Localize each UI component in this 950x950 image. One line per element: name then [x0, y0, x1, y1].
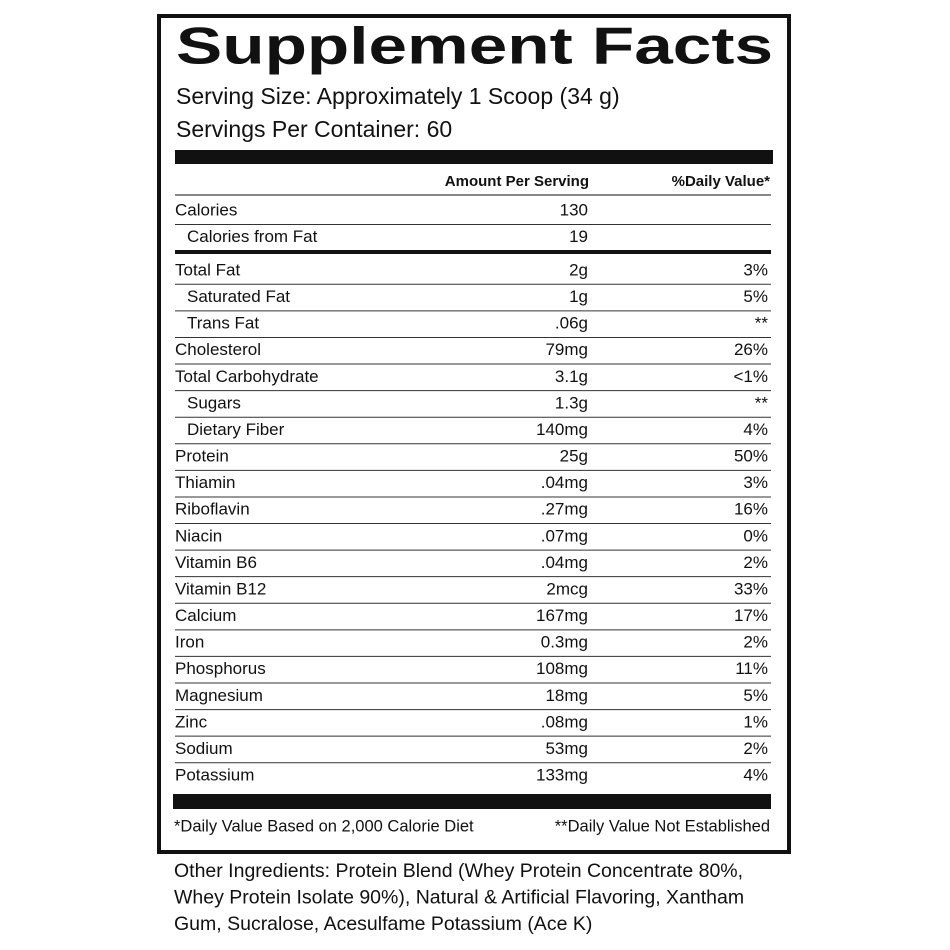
thick-bar	[173, 794, 771, 809]
title: Supplement Facts	[176, 18, 773, 76]
daily-value: 33%	[734, 579, 768, 598]
amount: .06g	[555, 314, 588, 333]
amount: .07mg	[541, 526, 588, 545]
nutrient-name: Niacin	[175, 526, 222, 545]
amount: 130	[560, 200, 588, 219]
daily-value: 5%	[743, 287, 768, 306]
daily-value: 2%	[743, 553, 768, 572]
amount: 108mg	[536, 659, 588, 678]
amount: .04mg	[541, 553, 588, 572]
nutrient-name: Calcium	[175, 606, 236, 625]
amount: 1g	[569, 287, 588, 306]
amount: 1.3g	[555, 393, 588, 412]
nutrient-name: Vitamin B12	[175, 579, 266, 598]
daily-value: 1%	[743, 712, 768, 731]
nutrient-name: Cholesterol	[175, 340, 261, 359]
nutrient-name: Saturated Fat	[187, 287, 290, 306]
nutrient-name: Sodium	[175, 739, 233, 758]
daily-value: 11%	[735, 659, 768, 678]
nutrient-name: Potassium	[175, 766, 254, 785]
nutrient-name: Phosphorus	[175, 659, 266, 678]
nutrient-name: Calories from Fat	[187, 227, 318, 246]
daily-value: 4%	[743, 766, 768, 785]
footnote: **Daily Value Not Established	[555, 817, 770, 835]
nutrient-name: Total Fat	[175, 260, 240, 279]
other-ingredients: Gum, Sucralose, Acesulfame Potassium (Ac…	[174, 913, 592, 935]
amount: .04mg	[541, 473, 588, 492]
daily-value: 0%	[743, 526, 768, 545]
nutrient-name: Riboflavin	[175, 500, 250, 519]
daily-value: 17%	[734, 606, 768, 625]
nutrient-name: Trans Fat	[187, 314, 259, 333]
nutrient-name: Sugars	[187, 393, 241, 412]
other-ingredients: Other Ingredients: Protein Blend (Whey P…	[174, 860, 743, 882]
column-header: %Daily Value*	[672, 173, 771, 190]
amount: 19	[569, 227, 588, 246]
amount: 2mcg	[546, 579, 588, 598]
thick-bar	[175, 150, 773, 164]
nutrient-name: Dietary Fiber	[187, 420, 285, 439]
amount: 133mg	[536, 766, 588, 785]
nutrient-name: Thiamin	[175, 473, 235, 492]
amount: 0.3mg	[541, 633, 588, 652]
label-border	[157, 14, 791, 854]
nutrient-name: Calories	[175, 200, 237, 219]
daily-value: **	[755, 314, 769, 333]
nutrient-name: Magnesium	[175, 686, 263, 705]
daily-value: 2%	[743, 633, 768, 652]
daily-value: 3%	[743, 260, 768, 279]
nutrient-name: Zinc	[175, 712, 208, 731]
nutrient-name: Protein	[175, 447, 229, 466]
daily-value: 2%	[743, 739, 768, 758]
amount: 2g	[569, 260, 588, 279]
amount: 18mg	[545, 686, 588, 705]
amount: 53mg	[545, 739, 588, 758]
daily-value: 16%	[734, 500, 768, 519]
amount: .08mg	[541, 712, 588, 731]
daily-value: 4%	[743, 420, 768, 439]
nutrient-name: Vitamin B6	[175, 553, 257, 572]
daily-value: 3%	[743, 473, 768, 492]
column-header: Amount Per Serving	[445, 173, 589, 190]
amount: 167mg	[536, 606, 588, 625]
servings-per-container: Servings Per Container: 60	[176, 116, 452, 142]
thick-rule	[175, 250, 771, 254]
amount: 25g	[560, 447, 588, 466]
daily-value: **	[755, 393, 769, 412]
daily-value: <1%	[734, 367, 769, 386]
other-ingredients: Whey Protein Isolate 90%), Natural & Art…	[174, 887, 744, 909]
amount: 3.1g	[555, 367, 588, 386]
daily-value: 50%	[734, 447, 768, 466]
amount: 140mg	[536, 420, 588, 439]
nutrient-name: Iron	[175, 633, 204, 652]
amount: .27mg	[541, 500, 588, 519]
amount: 79mg	[545, 340, 588, 359]
nutrient-name: Total Carbohydrate	[175, 367, 319, 386]
daily-value: 26%	[734, 340, 768, 359]
serving-size: Serving Size: Approximately 1 Scoop (34 …	[176, 83, 620, 109]
footnote: *Daily Value Based on 2,000 Calorie Diet	[174, 817, 474, 835]
daily-value: 5%	[743, 686, 768, 705]
